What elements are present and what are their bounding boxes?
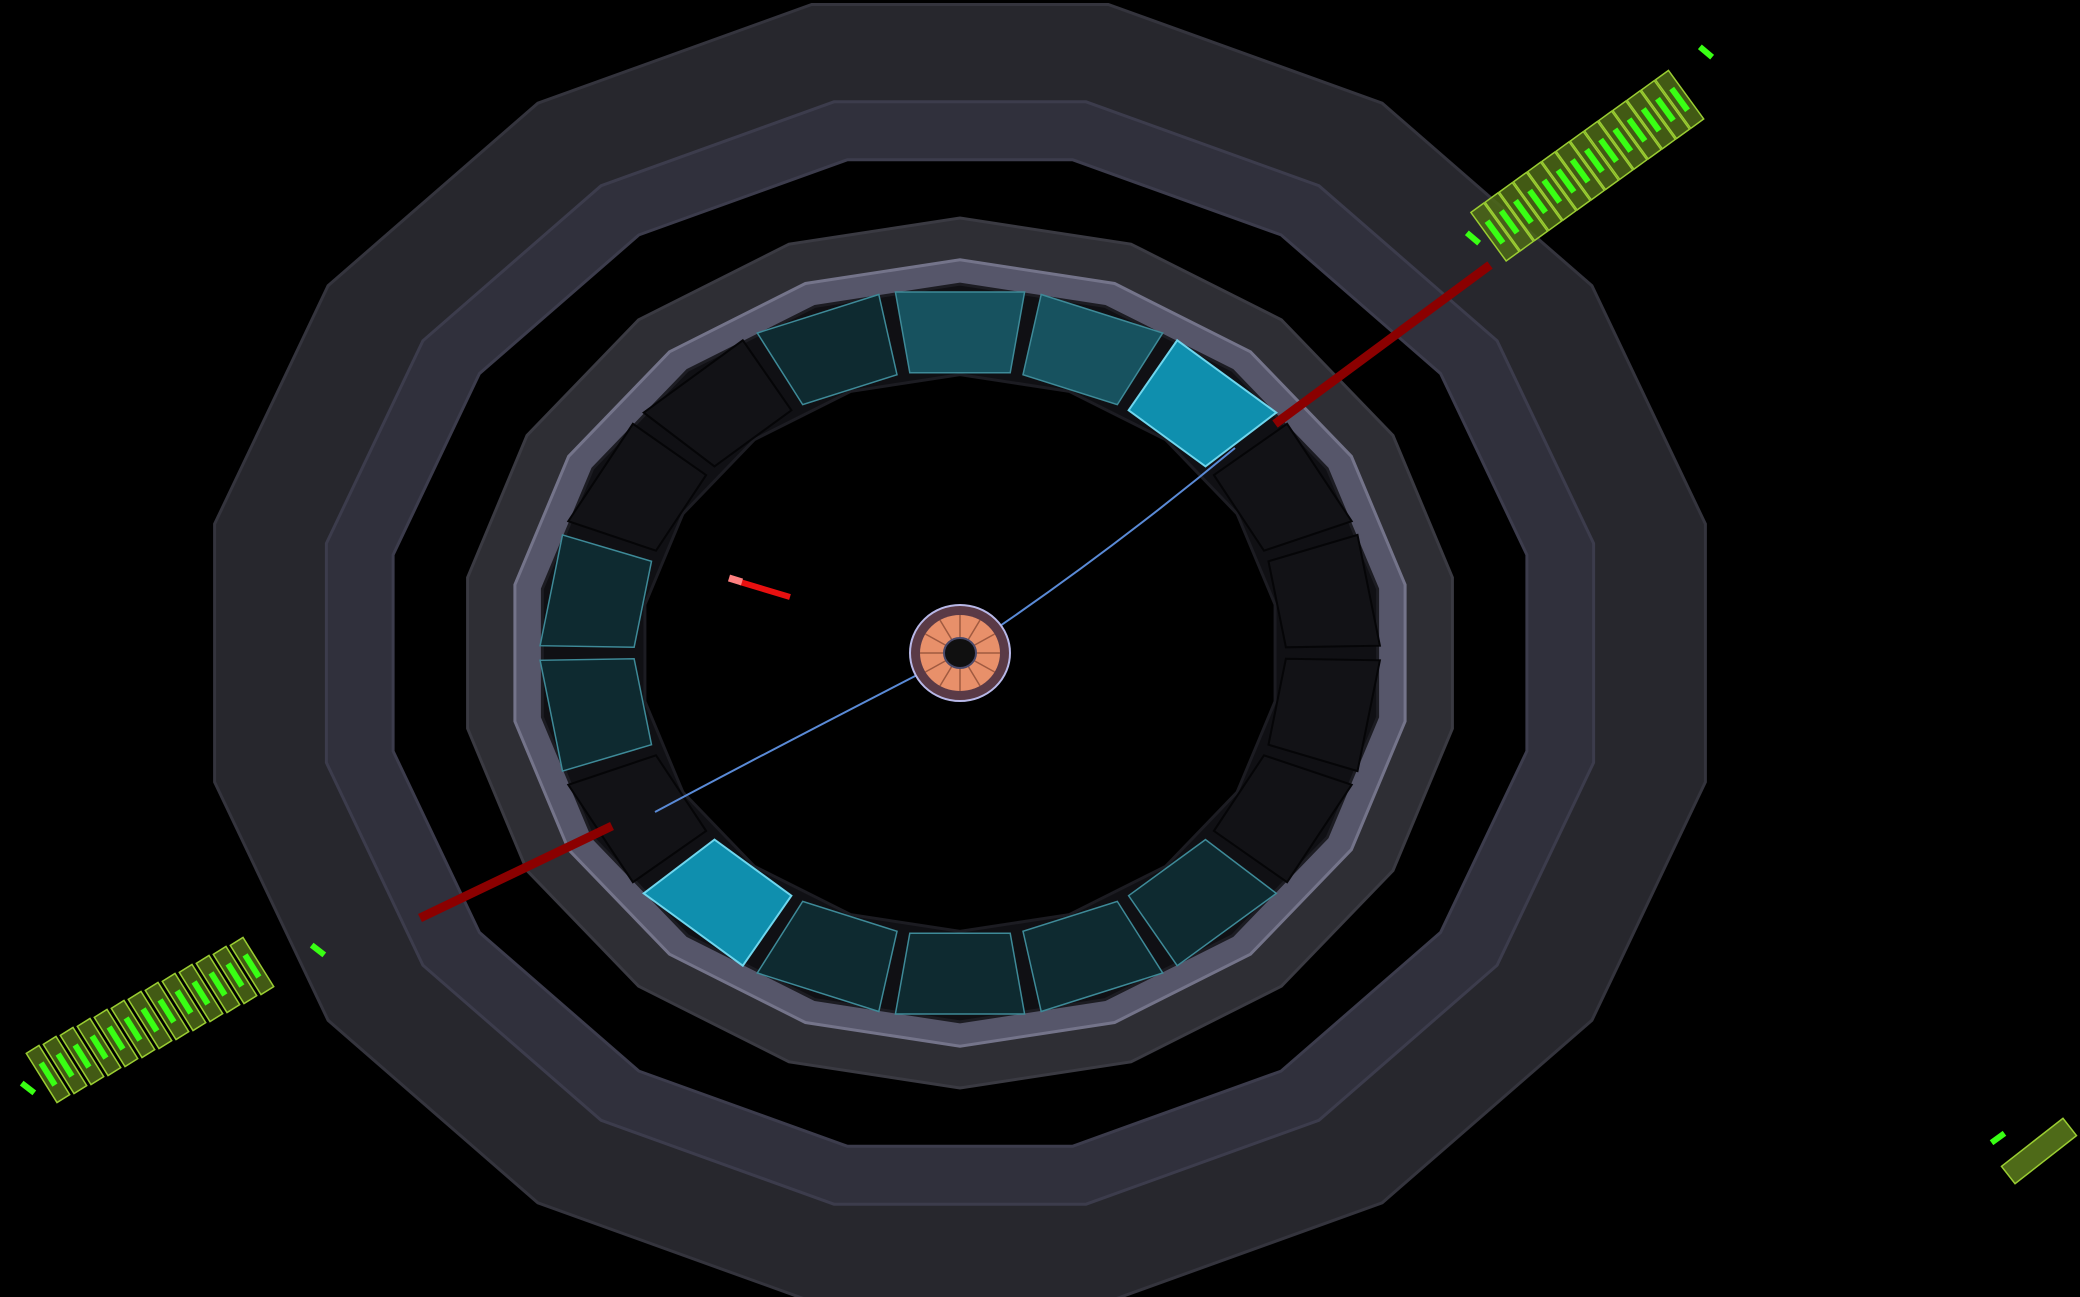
ecal-cell[interactable] [1022, 900, 1164, 1013]
ecal-cell[interactable] [1267, 533, 1382, 649]
muon-hit [1612, 127, 1634, 153]
muon-hit [1655, 96, 1676, 123]
ecal-cell[interactable] [642, 338, 793, 468]
ecal-hot-cell[interactable] [1127, 338, 1278, 468]
muon-chamber-bottom-right[interactable] [1989, 1117, 2078, 1185]
ecal-cell[interactable] [894, 932, 1026, 1015]
muon-hit [1464, 230, 1482, 246]
muon-hit [72, 1043, 92, 1069]
muon-chambers-upper-right[interactable] [1464, 44, 1715, 263]
muon-track-lower-left[interactable] [418, 821, 614, 923]
jet-tower[interactable] [727, 574, 791, 600]
jet-tower-bar [739, 579, 791, 600]
muon-hit [1555, 168, 1577, 194]
ecal-cell[interactable] [1212, 422, 1354, 552]
ecal-cell[interactable] [756, 900, 898, 1013]
muon-hit [1989, 1130, 2007, 1146]
ecal-cell[interactable] [1022, 293, 1164, 406]
pixel-detector [943, 637, 977, 669]
ecal-cell[interactable] [566, 422, 708, 552]
ecal-cell[interactable] [1212, 754, 1354, 884]
tracker-module-edge [924, 659, 947, 673]
inner-tracker[interactable] [909, 604, 1011, 702]
muon-hit [106, 1025, 126, 1051]
ecal-cell[interactable] [566, 754, 708, 884]
muon-hit [1598, 137, 1619, 164]
tracker-module-edge [924, 633, 947, 647]
ecal-cell[interactable] [539, 533, 653, 649]
muon-hit [38, 1061, 58, 1087]
ecal-cell[interactable] [756, 293, 898, 406]
ecal-cells [539, 291, 1382, 1015]
muon-track-upper-right[interactable] [1272, 261, 1493, 428]
muon-hit [309, 942, 327, 958]
muon-hit [1513, 198, 1534, 225]
muon-hit [1584, 147, 1605, 174]
ecal-cell[interactable] [894, 291, 1026, 374]
muon-hit [1626, 117, 1648, 143]
muon-chamber[interactable] [2000, 1117, 2078, 1185]
muon-hit [242, 953, 262, 979]
muon-hit [1669, 86, 1690, 113]
muon-hit [191, 980, 211, 1006]
tracker-module-edge [967, 619, 981, 641]
muon-chambers-lower-left[interactable] [19, 936, 327, 1104]
tracker-module-edge [973, 633, 996, 647]
jet-tower-tip [727, 574, 744, 586]
muon-hit [225, 962, 245, 988]
ecal-barrel-band [540, 282, 1380, 1024]
muon-hit [1498, 209, 1520, 235]
muon-hit [1484, 219, 1506, 245]
ecal-cell[interactable] [1267, 657, 1382, 773]
muon-hit [140, 1007, 160, 1033]
muon-hit [19, 1080, 37, 1096]
ecal-cell[interactable] [1127, 838, 1278, 967]
muon-inner-ring [324, 100, 1596, 1206]
tracker-module-edge [939, 619, 953, 641]
ecal-cell[interactable] [539, 657, 653, 773]
muon-hit [174, 989, 194, 1015]
muon-hit [157, 998, 177, 1024]
tracker-module-edge [973, 659, 996, 673]
ecal-hot-cell[interactable] [642, 838, 793, 968]
muon-hit [1640, 107, 1662, 133]
muon-hit [208, 971, 228, 997]
muon-hit [1541, 178, 1563, 204]
muon-hit [89, 1034, 109, 1060]
tracker-module-edge [967, 665, 981, 687]
tracker-module-edge [939, 665, 953, 687]
muon-hit [55, 1052, 75, 1078]
muon-hit [1569, 158, 1591, 184]
muon-hit [123, 1016, 143, 1042]
muon-hit [1527, 188, 1548, 215]
muon-hit [1697, 44, 1715, 60]
